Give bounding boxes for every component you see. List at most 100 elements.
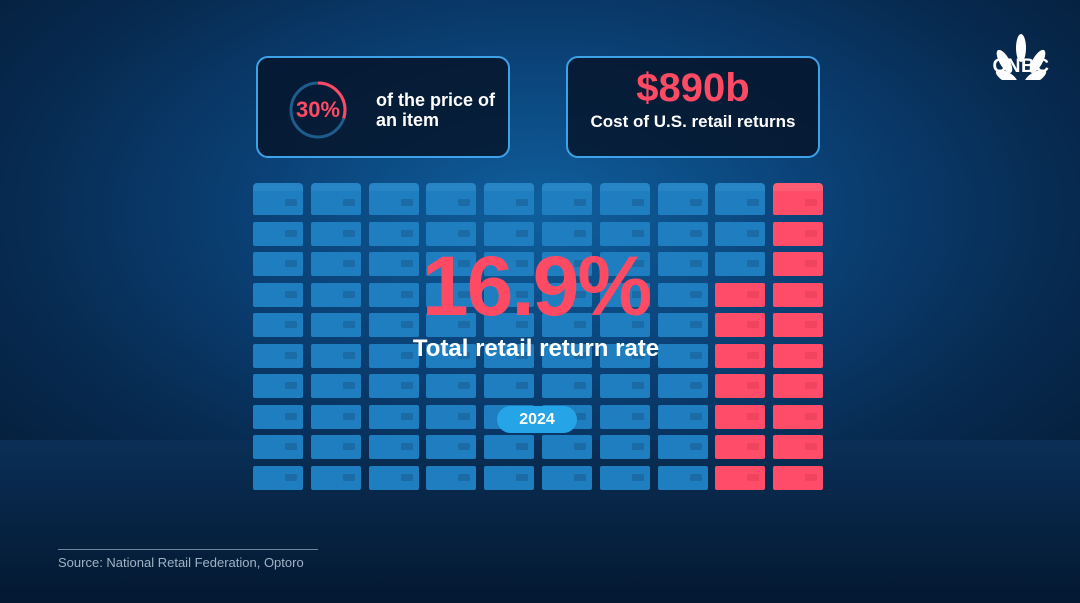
box-cell bbox=[599, 465, 650, 490]
box-cell bbox=[253, 435, 303, 459]
box-cell bbox=[310, 191, 361, 215]
year-badge: 2024 bbox=[497, 406, 577, 433]
box-cell bbox=[253, 404, 303, 429]
floor-background bbox=[0, 440, 1080, 603]
box-column bbox=[715, 183, 766, 493]
box-cell bbox=[426, 465, 477, 490]
box-cell bbox=[599, 343, 650, 368]
box-cell bbox=[773, 374, 824, 398]
box-cell bbox=[657, 191, 708, 215]
box-cell bbox=[426, 404, 477, 429]
box-cell bbox=[368, 343, 419, 368]
box-cell bbox=[426, 282, 477, 307]
box-cell bbox=[773, 282, 824, 307]
box-cell bbox=[253, 221, 303, 246]
box-cell bbox=[310, 465, 361, 490]
box-cell bbox=[484, 435, 535, 459]
percent-ring bbox=[289, 81, 347, 139]
box-cell bbox=[310, 282, 361, 307]
box-cell bbox=[715, 404, 766, 429]
box-cell bbox=[599, 374, 650, 398]
price-percent: 30% bbox=[295, 97, 341, 122]
box-column bbox=[426, 183, 477, 493]
price-stat-card: 30% of the price of an item bbox=[256, 56, 510, 158]
box-cell bbox=[426, 221, 477, 246]
box-cell bbox=[542, 282, 592, 307]
box-cell bbox=[657, 343, 708, 368]
box-cell bbox=[715, 221, 766, 246]
box-column bbox=[657, 183, 708, 493]
box-cell bbox=[310, 374, 361, 398]
box-cell bbox=[773, 252, 824, 276]
box-cell bbox=[715, 435, 766, 459]
box-cell bbox=[599, 252, 650, 276]
return-rate-label: Total retail return rate bbox=[412, 335, 660, 362]
cost-stat-card: $890b Cost of U.S. retail returns bbox=[566, 56, 820, 158]
box-cell bbox=[657, 221, 708, 246]
box-cell bbox=[426, 343, 477, 368]
box-cell bbox=[773, 343, 824, 368]
box-cell bbox=[773, 435, 824, 459]
box-cell bbox=[715, 191, 766, 215]
box-cell bbox=[310, 404, 361, 429]
box-cell bbox=[368, 191, 419, 215]
box-cell bbox=[773, 313, 824, 337]
box-cell bbox=[484, 221, 535, 246]
box-cell bbox=[715, 313, 766, 337]
box-cell bbox=[310, 343, 361, 368]
box-cell bbox=[715, 282, 766, 307]
box-column bbox=[368, 183, 419, 493]
box-cell bbox=[599, 435, 650, 459]
box-cell bbox=[310, 221, 361, 246]
box-cell bbox=[426, 374, 477, 398]
box-cell bbox=[542, 374, 592, 398]
box-cell bbox=[657, 282, 708, 307]
box-cell bbox=[657, 465, 708, 490]
box-cell bbox=[715, 252, 766, 276]
box-cell bbox=[368, 465, 419, 490]
box-cell bbox=[484, 191, 535, 215]
return-rate-value: 16.9% bbox=[421, 239, 652, 333]
box-cell bbox=[368, 435, 419, 459]
box-cell bbox=[368, 404, 419, 429]
source-divider bbox=[58, 549, 318, 550]
box-cell bbox=[484, 313, 535, 337]
box-cell bbox=[484, 282, 535, 307]
box-cell bbox=[253, 465, 303, 490]
peacock-icon bbox=[995, 34, 1047, 80]
box-column bbox=[310, 183, 361, 493]
box-cell bbox=[657, 404, 708, 429]
box-cell bbox=[773, 221, 824, 246]
box-cell bbox=[599, 282, 650, 307]
box-cell bbox=[599, 404, 650, 429]
box-column bbox=[599, 183, 650, 493]
box-cell bbox=[773, 404, 824, 429]
box-cell bbox=[715, 374, 766, 398]
box-cell bbox=[542, 191, 592, 215]
cost-label: Cost of U.S. retail returns bbox=[590, 112, 796, 131]
box-cell bbox=[484, 343, 535, 368]
box-cell bbox=[310, 435, 361, 459]
source-text: Source: National Retail Federation, Opto… bbox=[58, 555, 304, 570]
box-cell bbox=[253, 191, 303, 215]
cnbc-logo-text: CNBC bbox=[992, 56, 1050, 77]
box-cell bbox=[310, 313, 361, 337]
box-cell bbox=[368, 221, 419, 246]
box-cell bbox=[542, 252, 592, 276]
box-cell bbox=[484, 252, 535, 276]
box-cell bbox=[253, 282, 303, 307]
box-cell bbox=[484, 374, 535, 398]
box-cell bbox=[426, 191, 477, 215]
cost-amount: $890b bbox=[636, 66, 750, 110]
box-cell bbox=[542, 343, 592, 368]
box-cell bbox=[599, 221, 650, 246]
box-cell bbox=[715, 465, 766, 490]
box-cell bbox=[715, 343, 766, 368]
box-cell bbox=[310, 252, 361, 276]
box-cell bbox=[657, 252, 708, 276]
box-cell bbox=[484, 465, 535, 490]
box-cell bbox=[426, 435, 477, 459]
box-column bbox=[773, 183, 824, 493]
box-cell bbox=[426, 252, 477, 276]
box-cell bbox=[657, 313, 708, 337]
